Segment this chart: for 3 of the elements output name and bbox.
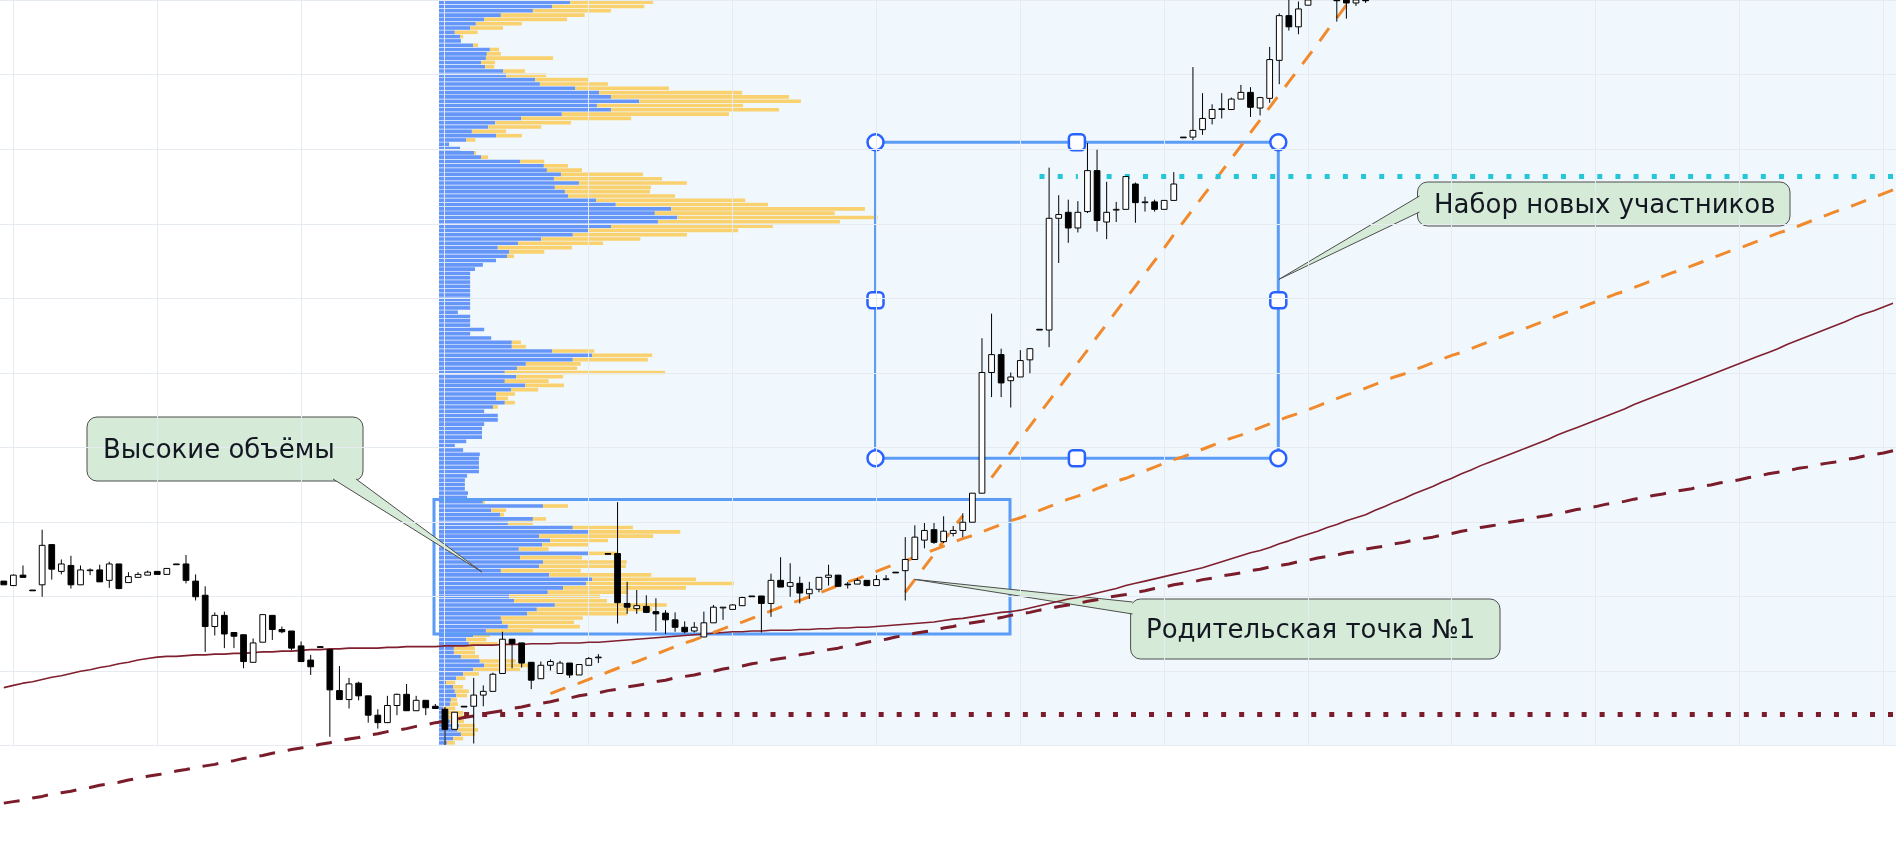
annotation: Высокие объёмы <box>103 434 335 464</box>
annotation: Родительская точка №1 <box>1146 614 1476 644</box>
annotation: Набор новых участников <box>1434 189 1776 219</box>
